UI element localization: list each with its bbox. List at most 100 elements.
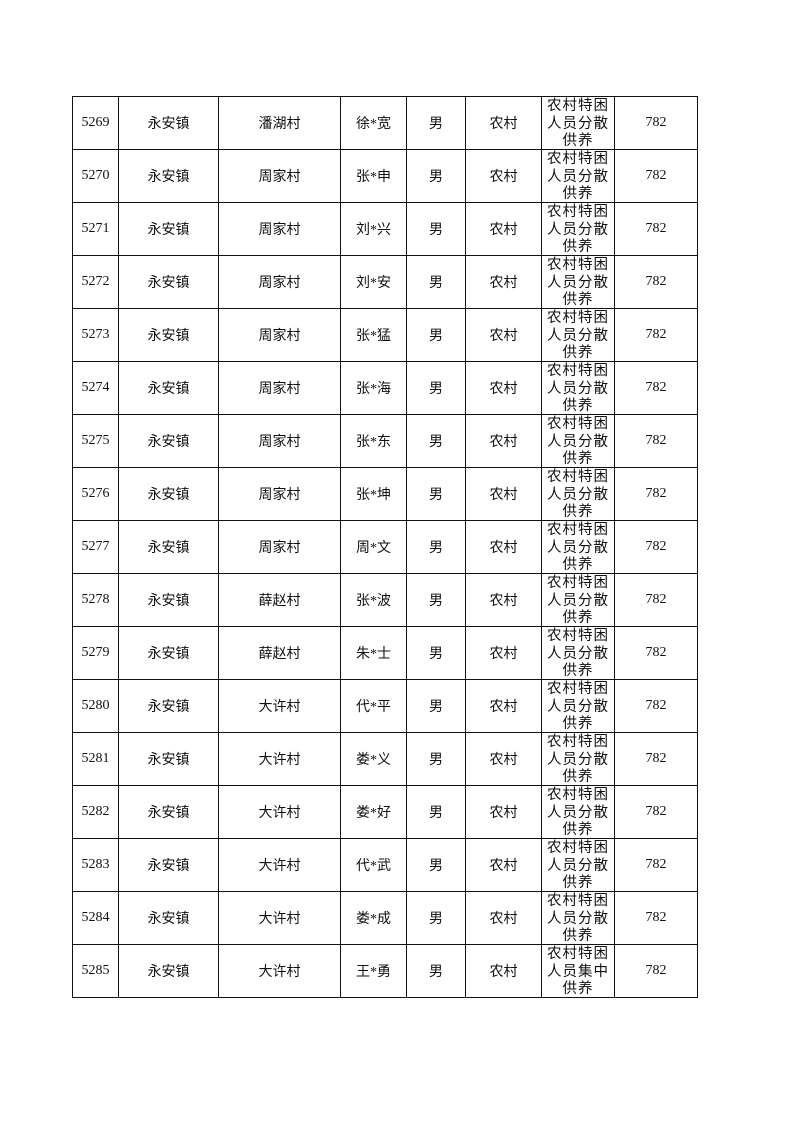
village-cell: 周家村 [218,520,341,574]
assistance-type-cell: 农村特困人员分散供养 [541,520,615,574]
amount-cell: 782 [614,96,698,150]
record-number-cell: 5284 [72,891,119,945]
gender-cell: 男 [406,520,466,574]
assistance-type-cell: 农村特困人员分散供养 [541,414,615,468]
table-row: 5272 永安镇 周家村 刘*安男农村 农村特困人员分散供养 782 [72,255,698,309]
table-row: 5285 永安镇 大许村 王*勇男农村 农村特困人员集中供养 782 [72,944,698,998]
assistance-type-text: 农村特困人员分散供养 [547,734,609,785]
village-cell: 周家村 [218,202,341,256]
amount-cell: 782 [614,520,698,574]
village-cell: 大许村 [218,732,341,786]
assistance-type-text: 农村特困人员分散供养 [547,469,609,520]
village-cell: 大许村 [218,785,341,839]
person-name-cell: 张*东 [340,414,407,468]
table-row: 5271 永安镇 周家村 刘*兴男农村 农村特困人员分散供养 782 [72,202,698,256]
town-cell: 永安镇 [118,149,219,203]
record-number-cell: 5274 [72,361,119,415]
town-cell: 永安镇 [118,944,219,998]
village-cell: 周家村 [218,308,341,362]
town-cell: 永安镇 [118,679,219,733]
gender-cell: 男 [406,467,466,521]
person-name-cell: 张*海 [340,361,407,415]
town-cell: 永安镇 [118,308,219,362]
area-type-cell: 农村 [465,149,542,203]
amount-cell: 782 [614,891,698,945]
area-type-cell: 农村 [465,679,542,733]
record-number-cell: 5282 [72,785,119,839]
person-name-cell: 张*波 [340,573,407,627]
table-row: 5278 永安镇 薛赵村 张*波男农村 农村特困人员分散供养 782 [72,573,698,627]
town-cell: 永安镇 [118,467,219,521]
assistance-type-cell: 农村特困人员分散供养 [541,679,615,733]
record-number-cell: 5283 [72,838,119,892]
table-row: 5277 永安镇 周家村 周*文男农村 农村特困人员分散供养 782 [72,520,698,574]
assistance-type-cell: 农村特困人员分散供养 [541,202,615,256]
table-row: 5270 永安镇 周家村 张*申男农村 农村特困人员分散供养 782 [72,149,698,203]
assistance-type-text: 农村特困人员分散供养 [547,204,609,255]
area-type-cell: 农村 [465,891,542,945]
town-cell: 永安镇 [118,361,219,415]
gender-cell: 男 [406,96,466,150]
assistance-type-text: 农村特困人员分散供养 [547,787,609,838]
assistance-type-text: 农村特困人员分散供养 [547,151,609,202]
area-type-cell: 农村 [465,573,542,627]
area-type-cell: 农村 [465,361,542,415]
gender-cell: 男 [406,679,466,733]
person-name-cell: 王*勇 [340,944,407,998]
person-name-cell: 代*平 [340,679,407,733]
record-number-cell: 5273 [72,308,119,362]
record-number-cell: 5276 [72,467,119,521]
village-cell: 薛赵村 [218,626,341,680]
area-type-cell: 农村 [465,732,542,786]
record-number-cell: 5281 [72,732,119,786]
village-cell: 周家村 [218,255,341,309]
assistance-type-cell: 农村特困人员分散供养 [541,785,615,839]
village-cell: 潘湖村 [218,96,341,150]
assistance-type-text: 农村特困人员分散供养 [547,575,609,626]
gender-cell: 男 [406,149,466,203]
record-number-cell: 5278 [72,573,119,627]
assistance-type-text: 农村特困人员分散供养 [547,416,609,467]
assistance-type-text: 农村特困人员分散供养 [547,363,609,414]
assistance-type-cell: 农村特困人员分散供养 [541,838,615,892]
gender-cell: 男 [406,732,466,786]
gender-cell: 男 [406,202,466,256]
town-cell: 永安镇 [118,255,219,309]
table-row: 5275 永安镇 周家村 张*东男农村 农村特困人员分散供养 782 [72,414,698,468]
area-type-cell: 农村 [465,626,542,680]
amount-cell: 782 [614,361,698,415]
gender-cell: 男 [406,255,466,309]
record-number-cell: 5272 [72,255,119,309]
amount-cell: 782 [614,414,698,468]
amount-cell: 782 [614,573,698,627]
amount-cell: 782 [614,202,698,256]
area-type-cell: 农村 [465,467,542,521]
assistance-type-text: 农村特困人员分散供养 [547,257,609,308]
village-cell: 薛赵村 [218,573,341,627]
amount-cell: 782 [614,149,698,203]
amount-cell: 782 [614,785,698,839]
assistance-type-text: 农村特困人员分散供养 [547,98,609,149]
person-name-cell: 张*猛 [340,308,407,362]
person-name-cell: 刘*兴 [340,202,407,256]
table-row: 5280 永安镇 大许村 代*平男农村 农村特困人员分散供养 782 [72,679,698,733]
assistance-type-cell: 农村特困人员集中供养 [541,944,615,998]
table-row: 5282 永安镇 大许村 娄*好男农村 农村特困人员分散供养 782 [72,785,698,839]
town-cell: 永安镇 [118,785,219,839]
town-cell: 永安镇 [118,520,219,574]
assistance-type-text: 农村特困人员分散供养 [547,893,609,944]
amount-cell: 782 [614,255,698,309]
assistance-type-text: 农村特困人员分散供养 [547,681,609,732]
town-cell: 永安镇 [118,732,219,786]
gender-cell: 男 [406,308,466,362]
village-cell: 大许村 [218,679,341,733]
town-cell: 永安镇 [118,414,219,468]
assistance-type-text: 农村特困人员集中供养 [547,946,609,997]
table-row: 5281 永安镇 大许村 娄*义男农村 农村特困人员分散供养 782 [72,732,698,786]
gender-cell: 男 [406,573,466,627]
person-name-cell: 朱*士 [340,626,407,680]
person-name-cell: 代*武 [340,838,407,892]
area-type-cell: 农村 [465,202,542,256]
gender-cell: 男 [406,891,466,945]
table-row: 5284 永安镇 大许村 娄*成男农村 农村特困人员分散供养 782 [72,891,698,945]
